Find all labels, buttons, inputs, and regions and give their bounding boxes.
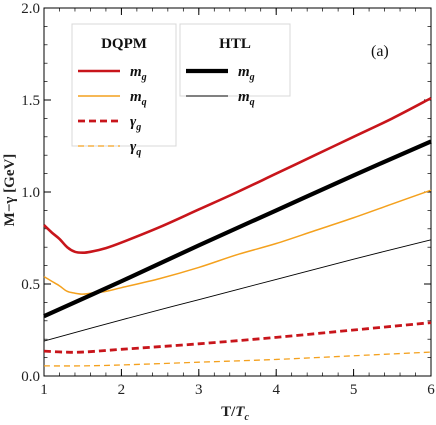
axis-ticks [43,7,432,377]
y-tick-label: 1.0 [21,185,40,201]
legend-title: DQPM [101,36,147,52]
panel-label: (a) [371,43,389,60]
tick-labels: 1 2 3 4 5 6 0.0 0.5 1.0 1.5 2.0 [21,1,435,398]
y-tick-label: 0.5 [21,277,40,293]
series-line-2 [43,321,432,354]
legend-label: γq [130,139,141,158]
legend-label: mq [130,89,147,108]
y-axis-label: M−γ [GeV] [2,154,18,227]
x-tick-label: 3 [195,382,203,398]
x-tick-label: 4 [272,382,280,398]
series-line-0 [43,97,432,255]
series-line-5 [43,239,432,342]
legend-label: γg [130,114,141,133]
legend-layer: DQPM mg mq γg γq HTL mg mq [71,23,291,158]
series-line-3 [43,351,432,367]
x-tick-label: 2 [118,382,126,398]
x-tick-label: 5 [350,382,358,398]
legend-label: mg [238,64,255,83]
x-tick-label: 1 [40,382,48,398]
y-tick-label: 0.0 [21,369,40,385]
x-tick-label: 6 [427,382,435,398]
legend-box [71,23,177,147]
series-layer [43,97,432,367]
y-tick-label: 2.0 [21,1,40,17]
x-axis-label: T/Tc [221,404,249,423]
y-tick-label: 1.5 [21,93,40,109]
legend-box [179,23,291,97]
legend-label: mg [130,64,147,83]
legend-title: HTL [219,36,251,52]
series-line-1 [43,189,432,295]
legend-label: mq [238,89,255,108]
series-line-4 [43,139,432,319]
